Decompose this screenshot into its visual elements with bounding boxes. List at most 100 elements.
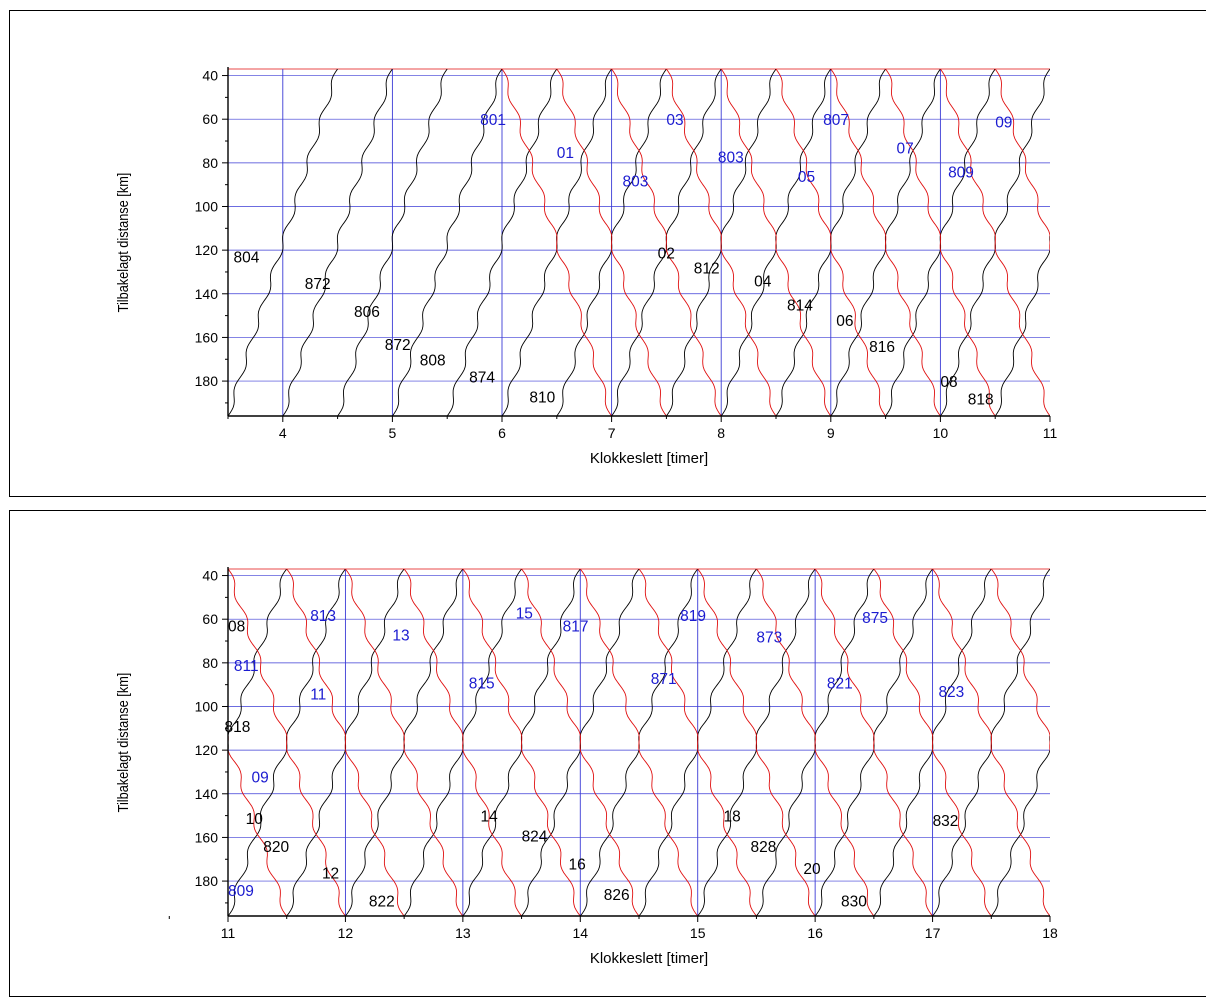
- train-line-falling: [286, 569, 405, 916]
- train-label: 819: [680, 608, 706, 625]
- train-line-falling: [814, 569, 933, 916]
- chart-top-svg: 40 60 80 100 120 140 160 180 4 5 6 7 8 9 10 11 Klokkesle…: [114, 67, 1058, 467]
- train-line-falling: [873, 569, 992, 916]
- chart-panel-bottom: 40 60 80 100 120 140 160 180 11 12 13 14 15 16 17 18 Klo…: [9, 510, 1206, 997]
- y-tick-label: 60: [202, 111, 218, 127]
- train-line-falling: [720, 69, 832, 416]
- train-line-falling: [756, 569, 875, 916]
- train-label: 873: [756, 630, 782, 647]
- train-line-falling: [932, 569, 1050, 916]
- train-label: 809: [228, 883, 254, 900]
- x-tick-label: 7: [608, 425, 616, 441]
- train-line-falling: [403, 569, 522, 916]
- train-line-rising: [990, 733, 1050, 916]
- x-tick-label: 16: [807, 925, 823, 941]
- train-label: 812: [694, 261, 720, 278]
- y-tick-label: 140: [195, 786, 219, 802]
- train-label: 813: [310, 608, 336, 625]
- train-label: 03: [666, 112, 683, 129]
- train-label: 06: [836, 313, 853, 330]
- y-tick-label: 120: [195, 742, 219, 758]
- train-label: 807: [823, 112, 849, 129]
- x-tick-label: 14: [572, 925, 588, 941]
- train-label: 12: [322, 865, 339, 882]
- train-label: 818: [224, 719, 250, 736]
- train-label: 822: [369, 894, 395, 911]
- y-tick-label: 100: [195, 198, 219, 214]
- train-lines: [228, 569, 1050, 916]
- train-label: 872: [305, 276, 331, 293]
- train-label: 823: [938, 684, 964, 701]
- train-label: 804: [233, 250, 259, 267]
- y-tick-label: 160: [195, 329, 219, 345]
- train-label: 875: [862, 610, 888, 627]
- train-line-falling: [345, 569, 464, 916]
- train-label: 18: [724, 809, 741, 826]
- train-line-falling: [462, 569, 581, 916]
- train-line-falling: [228, 733, 288, 916]
- x-tick-label: 6: [498, 425, 506, 441]
- y-tick-label: 120: [195, 242, 219, 258]
- train-line-falling: [830, 69, 941, 416]
- train-label: 810: [529, 389, 555, 406]
- train-line-falling: [228, 569, 346, 916]
- train-line-falling: [611, 69, 722, 416]
- train-label: 872: [385, 337, 411, 354]
- y-tick-label: 100: [195, 698, 219, 714]
- train-line-rising: [228, 69, 338, 416]
- train-label: 828: [751, 839, 777, 856]
- x-axis-title: Klokkeslett [timer]: [590, 450, 708, 467]
- train-label: 874: [469, 370, 495, 387]
- y-axis-title: Tilbakelagt distanse [km]: [114, 173, 131, 313]
- y-axis-title: Tilbakelagt distanse [km]: [114, 673, 131, 813]
- train-label: 20: [803, 861, 821, 878]
- train-line-falling: [940, 69, 1050, 416]
- train-line-falling: [990, 569, 1050, 752]
- train-label: 01: [557, 145, 574, 162]
- train-line-falling: [579, 569, 699, 916]
- y-tick-label: 40: [202, 68, 218, 84]
- train-line-rising: [337, 69, 448, 416]
- train-lines: [228, 69, 1050, 416]
- y-tick-label: 80: [202, 655, 218, 671]
- train-line-falling: [994, 69, 1050, 252]
- y-tick-label: 180: [195, 373, 219, 389]
- train-label: 08: [940, 374, 957, 391]
- x-tick-label: 11: [1043, 425, 1058, 441]
- x-tick-label: 11: [221, 925, 236, 941]
- train-label: 801: [480, 112, 506, 129]
- train-label: 02: [658, 245, 675, 262]
- train-label: 803: [718, 149, 744, 166]
- train-label: 815: [469, 675, 495, 692]
- train-label: 05: [798, 169, 815, 186]
- x-tick-label: 12: [338, 925, 354, 941]
- train-label: 826: [604, 887, 630, 904]
- train-label: 16: [569, 857, 586, 874]
- x-tick-label: 17: [925, 925, 941, 941]
- train-label: 820: [263, 839, 289, 856]
- train-label: 15: [516, 606, 533, 623]
- x-tick-label: 10: [933, 425, 949, 441]
- y-tick-label: 80: [202, 155, 218, 171]
- x-tick-label: 15: [690, 925, 706, 941]
- plot-area: [228, 68, 1050, 416]
- train-label: 824: [522, 828, 548, 845]
- train-label: 816: [869, 339, 895, 356]
- train-line-falling: [666, 69, 777, 416]
- x-tick-label: 4: [279, 425, 287, 441]
- y-tick-label: 140: [195, 286, 219, 302]
- train-label: 808: [420, 352, 446, 369]
- train-line-rising: [392, 69, 503, 416]
- y-tick-label: 40: [202, 568, 218, 584]
- y-tick-label: 160: [195, 829, 219, 845]
- chart-panel-top: 40 60 80 100 120 140 160 180 4 5 6 7 8 9 10 11 Klokkesle…: [9, 10, 1206, 497]
- train-label: 809: [948, 165, 974, 182]
- train-label: 832: [933, 813, 959, 830]
- train-label: 13: [392, 627, 409, 644]
- train-label: 830: [841, 894, 867, 911]
- train-line-falling: [521, 569, 640, 916]
- train-line-rising: [228, 569, 288, 752]
- train-line-rising: [994, 233, 1050, 416]
- train-label: 806: [354, 304, 380, 321]
- train-line-falling: [638, 569, 757, 916]
